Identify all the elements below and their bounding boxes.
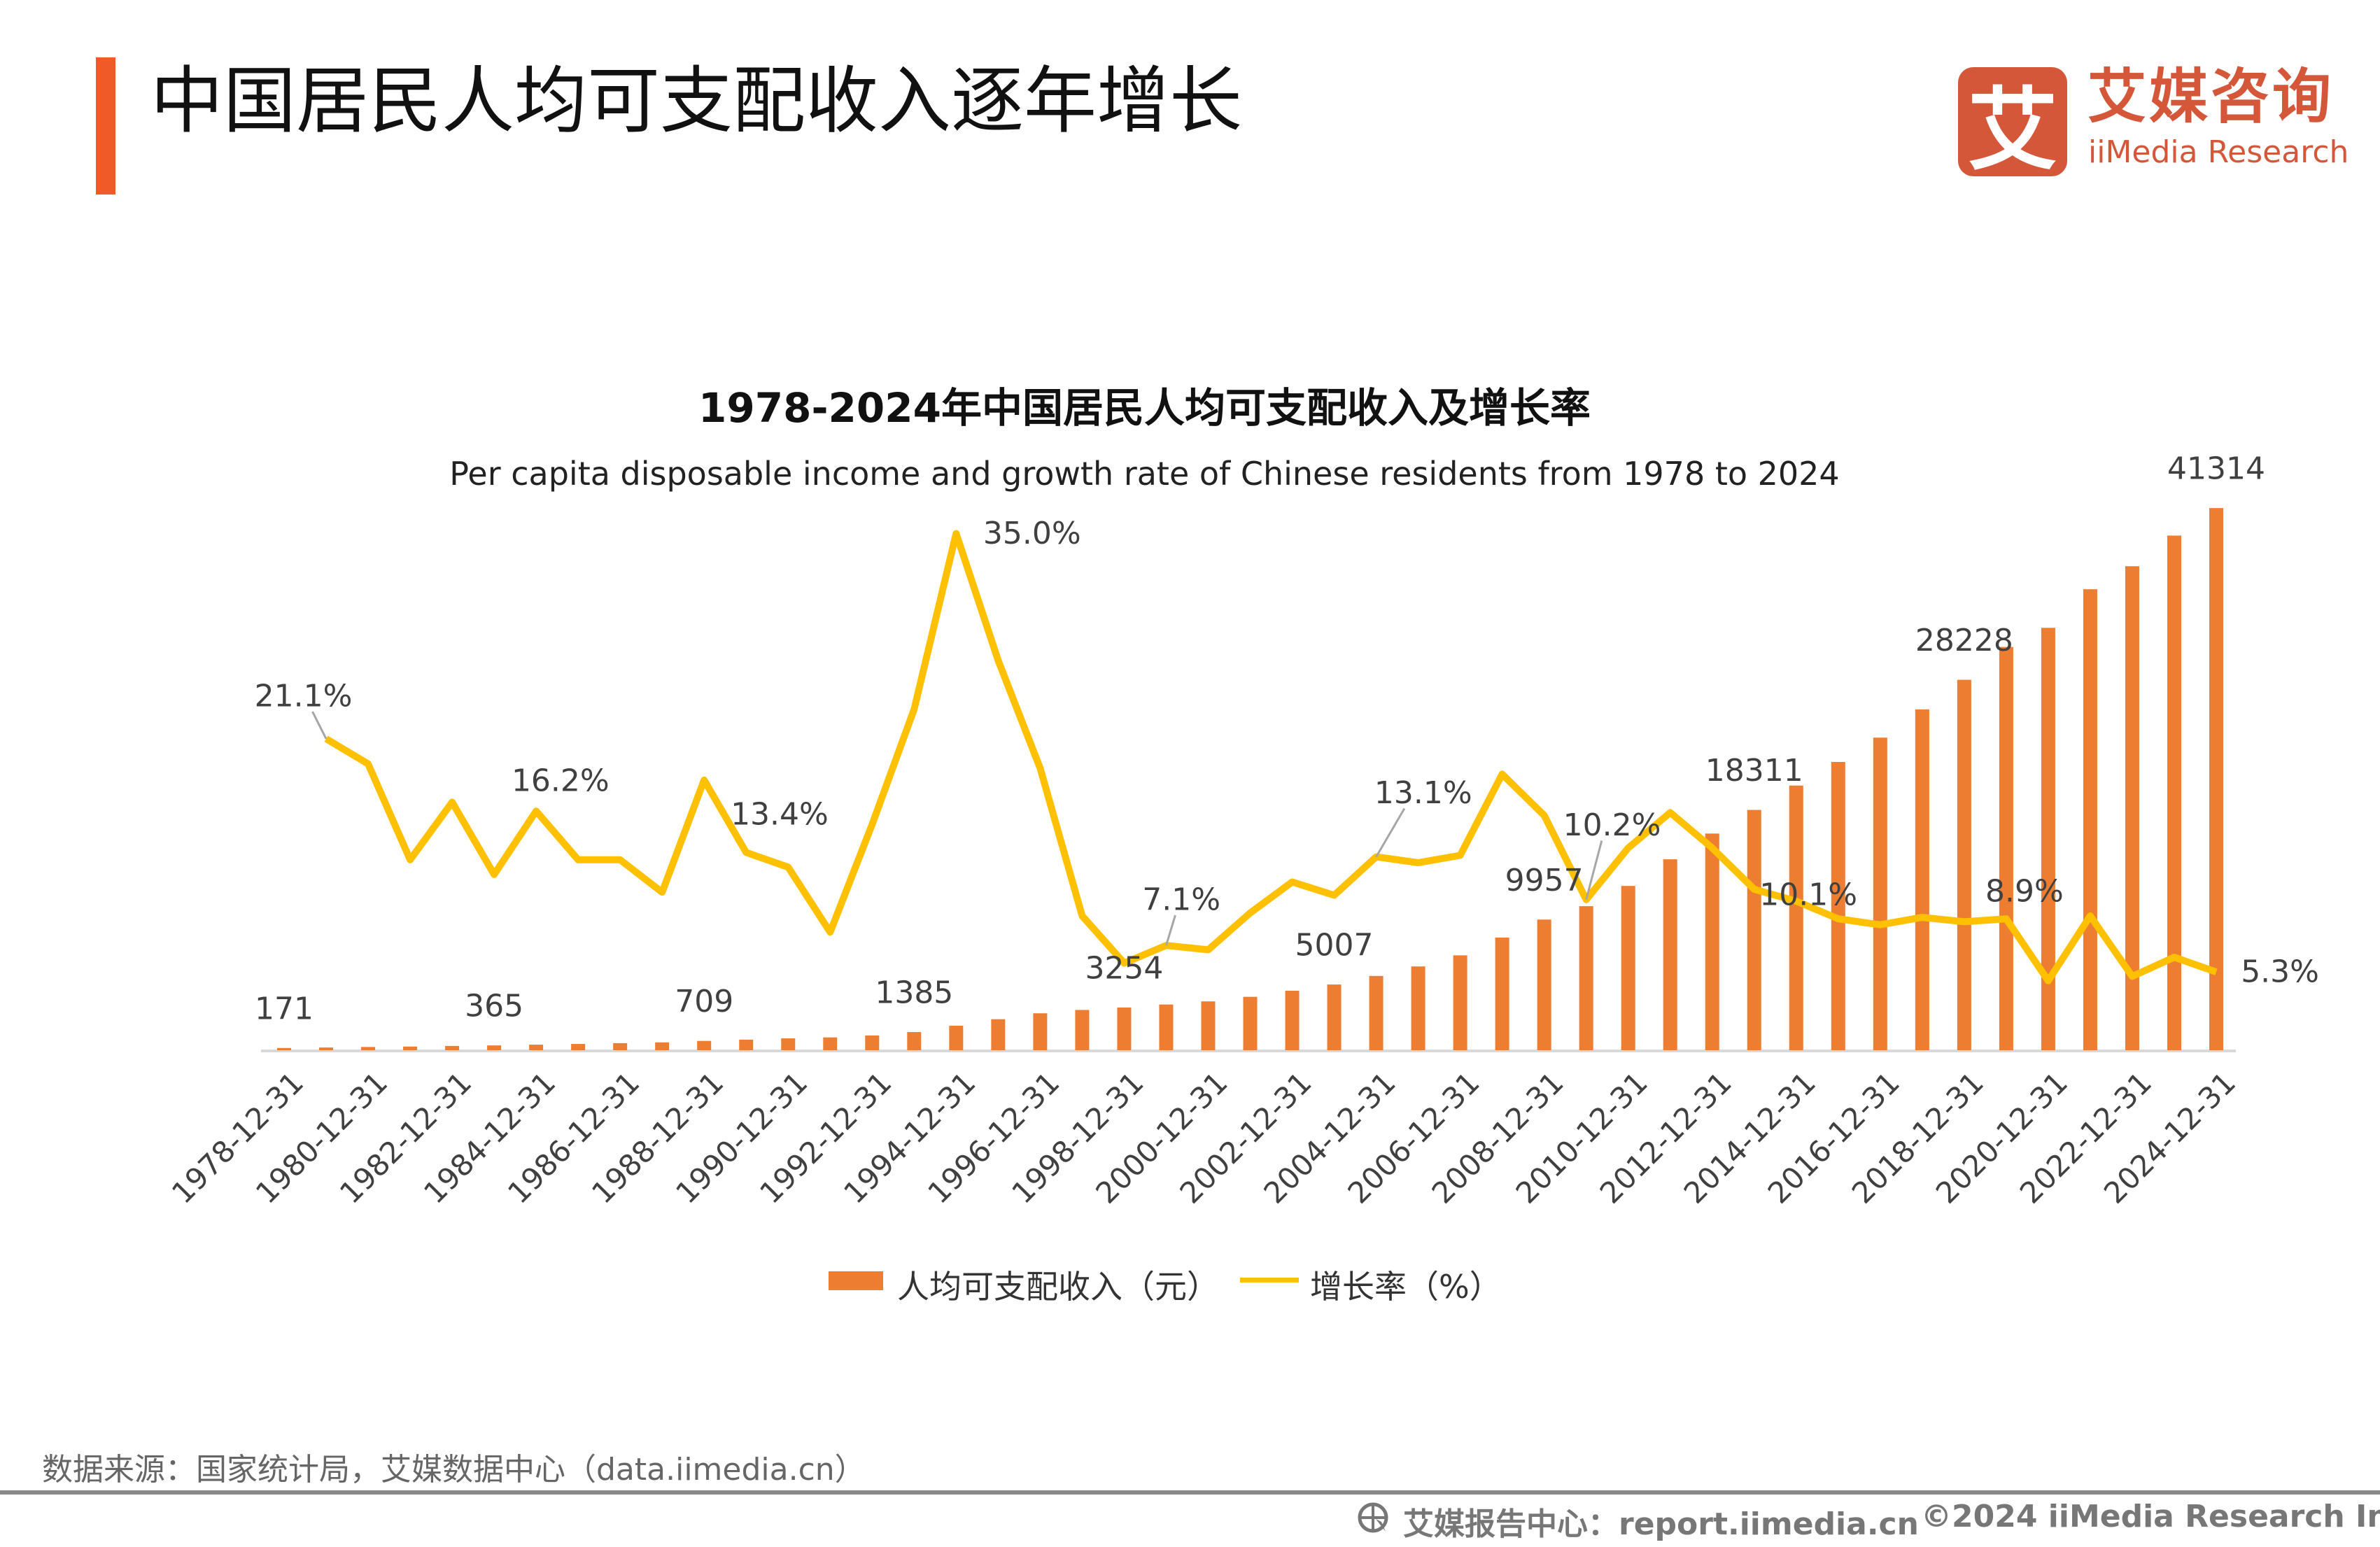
income-bar xyxy=(2125,566,2139,1050)
income-bar xyxy=(613,1043,628,1050)
income-bar xyxy=(1201,1001,1216,1050)
income-bar xyxy=(1747,810,1761,1050)
income-bar xyxy=(2209,508,2223,1050)
income-bar xyxy=(1957,679,1971,1050)
income-data-label: 3254 xyxy=(1085,950,1163,986)
footer-report-center: 艾媒报告中心：report.iimedia.cn xyxy=(1403,1506,1919,1542)
growth-data-label: 35.0% xyxy=(983,516,1081,551)
income-bar xyxy=(697,1040,712,1050)
income-data-label: 171 xyxy=(255,991,314,1026)
income-bar xyxy=(781,1038,796,1050)
income-bar xyxy=(1915,709,1929,1050)
bar-series xyxy=(277,508,2223,1050)
growth-data-label: 21.1% xyxy=(255,679,353,714)
logo-mark: 艾 xyxy=(1958,67,2067,183)
income-bar xyxy=(1495,938,1509,1050)
line-series xyxy=(324,530,2218,984)
x-tick-labels: 1978-12-311980-12-311982-12-311984-12-31… xyxy=(165,1065,2242,1210)
income-bar xyxy=(907,1032,922,1050)
growth-data-label: 10.2% xyxy=(1563,807,1661,843)
income-data-label: 41314 xyxy=(2167,451,2265,487)
income-bar xyxy=(1537,919,1551,1050)
legend-line-label: 增长率（%） xyxy=(1310,1268,1502,1306)
income-bar xyxy=(949,1025,964,1050)
data-labels: 171 365 709 1385 3254 5007 9957 18311 28228 41314… xyxy=(255,451,2319,1027)
income-bar xyxy=(571,1044,586,1050)
growth-data-label: 16.2% xyxy=(512,763,610,798)
income-bar xyxy=(823,1037,838,1050)
income-bar xyxy=(361,1047,376,1050)
income-bar xyxy=(1285,990,1300,1050)
growth-data-label: 10.1% xyxy=(1759,877,1857,913)
income-bar xyxy=(739,1039,754,1050)
income-data-label: 18311 xyxy=(1705,753,1803,789)
chart-title: 1978-2024年中国居民人均可支配收入及增长率 xyxy=(698,384,1591,432)
income-bar xyxy=(1789,785,1803,1050)
growth-data-label: 13.1% xyxy=(1374,775,1472,811)
income-bar xyxy=(1159,1004,1174,1050)
footer-copyright: ©2024 iiMedia Research Inc xyxy=(1921,1499,2380,1534)
income-bar xyxy=(319,1047,334,1050)
income-data-label: 9957 xyxy=(1505,863,1584,898)
income-bar xyxy=(655,1042,670,1050)
iimedia-logo: 艾 艾媒咨询 iiMedia Research xyxy=(1958,62,2350,183)
globe-icon xyxy=(1358,1502,1388,1533)
legend-line-swatch xyxy=(1240,1278,1299,1283)
income-bar xyxy=(1075,1010,1090,1050)
income-bar xyxy=(445,1045,460,1050)
income-bar xyxy=(1411,966,1425,1050)
income-bar xyxy=(1621,886,1635,1050)
page-title: 中国居民人均可支配收入逐年增长 xyxy=(150,58,1243,143)
growth-data-label: 8.9% xyxy=(1985,874,2064,910)
leader-line xyxy=(1375,807,1406,858)
income-bar xyxy=(1369,975,1383,1050)
income-bar xyxy=(1999,647,2013,1050)
data-source: 数据来源：国家统计局，艾媒数据中心（data.iimedia.cn） xyxy=(42,1452,866,1488)
income-bar xyxy=(1831,762,1845,1050)
footer-divider xyxy=(0,1490,2380,1495)
growth-data-label: 5.3% xyxy=(2241,954,2319,990)
income-bar xyxy=(1579,906,1593,1050)
income-bar xyxy=(529,1045,544,1050)
income-bar xyxy=(2083,589,2097,1050)
income-bar xyxy=(1033,1013,1048,1050)
income-data-label: 1385 xyxy=(875,975,953,1011)
income-data-label: 709 xyxy=(675,984,733,1019)
logo-name-cn: 艾媒咨询 xyxy=(2087,62,2335,131)
income-bar xyxy=(1663,859,1677,1050)
chart-subtitle: Per capita disposable income and growth … xyxy=(449,455,1840,493)
income-bar xyxy=(487,1045,502,1050)
leader-line xyxy=(311,711,328,740)
logo-name-en: iiMedia Research xyxy=(2088,134,2349,170)
legend-bar-label: 人均可支配收入（元） xyxy=(897,1268,1219,1306)
income-data-label: 5007 xyxy=(1295,928,1374,963)
income-data-label: 365 xyxy=(465,989,523,1024)
income-bar xyxy=(403,1046,418,1050)
income-bar xyxy=(1243,996,1258,1050)
income-bar xyxy=(865,1035,880,1050)
income-bar xyxy=(1873,737,1887,1050)
legend-bar-swatch xyxy=(829,1271,883,1290)
growth-data-label: 13.4% xyxy=(731,797,829,833)
income-bar xyxy=(1705,833,1719,1050)
income-bar xyxy=(2167,535,2181,1050)
income-bar xyxy=(991,1019,1006,1050)
income-bar xyxy=(2041,628,2055,1050)
growth-data-label: 7.1% xyxy=(1142,882,1220,918)
income-data-label: 28228 xyxy=(1915,623,2013,658)
title-accent-bar xyxy=(96,57,115,195)
leader-line xyxy=(1585,840,1603,900)
income-bar xyxy=(1117,1007,1132,1050)
income-bar xyxy=(1327,984,1342,1050)
income-bar xyxy=(277,1047,291,1050)
income-bar xyxy=(1453,955,1467,1050)
growth-rate-line xyxy=(324,530,2218,984)
leader-line xyxy=(1165,914,1176,946)
